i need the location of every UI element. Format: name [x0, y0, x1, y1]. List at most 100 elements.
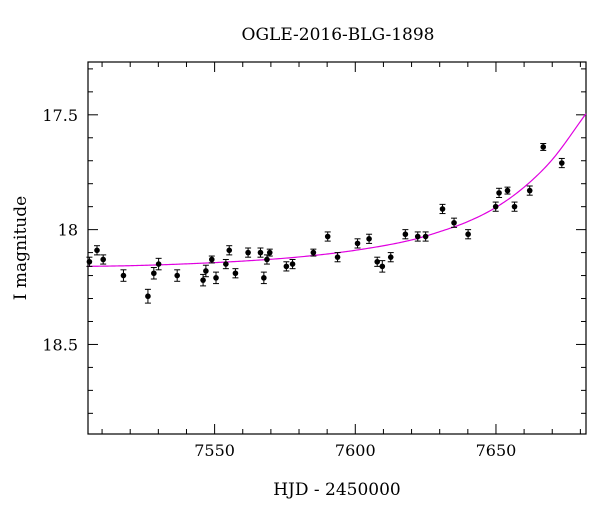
data-point-group: [511, 201, 518, 212]
y-axis-label: I magnitude: [11, 196, 31, 300]
data-point: [422, 233, 429, 240]
data-point-group: [540, 143, 547, 151]
data-point: [86, 258, 93, 265]
data-point: [174, 272, 180, 279]
data-point-group: [150, 267, 157, 280]
data-point-group: [100, 254, 107, 265]
data-point-group: [526, 185, 533, 196]
data-point: [402, 231, 409, 238]
data-point: [465, 231, 471, 238]
data-point-group: [283, 261, 290, 272]
data-point-group: [496, 187, 503, 198]
data-point-group: [414, 231, 421, 242]
data-point: [289, 261, 296, 267]
data-point: [94, 247, 100, 254]
data-point: [155, 261, 162, 267]
data-point: [354, 240, 361, 247]
data-point-group: [260, 271, 267, 285]
data-point: [526, 187, 533, 194]
data-point: [414, 233, 421, 240]
data-point: [213, 275, 219, 281]
data-point-group: [266, 248, 273, 257]
data-point-group: [334, 252, 341, 263]
data-point-group: [144, 288, 151, 304]
data-point: [100, 256, 106, 263]
data-points-layer: [86, 143, 565, 304]
data-point: [200, 277, 206, 283]
data-point: [283, 263, 290, 270]
x-tick-label: 7600: [335, 441, 376, 460]
data-point-group: [263, 254, 270, 265]
data-point: [511, 203, 518, 210]
data-point-group: [94, 245, 101, 256]
data-point-group: [310, 248, 317, 257]
model-curve: [87, 113, 587, 267]
data-point: [387, 254, 394, 260]
y-tick-label: 18: [58, 221, 78, 240]
data-point: [504, 187, 511, 194]
data-point-group: [213, 271, 220, 285]
data-point: [492, 203, 499, 210]
data-point: [266, 249, 273, 256]
data-point: [540, 144, 547, 150]
data-point: [245, 249, 251, 256]
data-point: [145, 293, 151, 300]
axis-ticks: 7550 7600 7650 17.5 18 18.5: [42, 62, 586, 460]
data-point: [261, 275, 267, 281]
chart-title: OGLE-2016-BLG-1898: [242, 25, 435, 45]
data-point-group: [366, 233, 373, 244]
data-point: [310, 249, 317, 256]
data-point-group: [504, 186, 511, 195]
data-point-group: [155, 257, 162, 271]
data-point-group: [379, 260, 386, 273]
data-point: [439, 206, 446, 212]
data-point: [232, 270, 239, 277]
data-point: [366, 236, 372, 242]
data-point-group: [257, 247, 264, 258]
data-point: [324, 233, 331, 240]
data-point: [374, 258, 381, 265]
plot-frame: [87, 61, 587, 435]
data-point: [264, 256, 270, 263]
y-tick-label: 17.5: [42, 106, 78, 125]
data-point: [379, 263, 386, 270]
data-point-group: [200, 273, 207, 287]
data-point-group: [451, 217, 458, 228]
x-tick-label: 7550: [194, 441, 235, 460]
data-point-group: [120, 269, 127, 282]
data-point-group: [174, 269, 181, 282]
data-point-group: [208, 255, 215, 264]
data-point: [208, 256, 215, 263]
data-point-group: [387, 252, 394, 263]
data-point-group: [558, 157, 565, 169]
data-point-group: [492, 201, 499, 212]
data-point-group: [465, 229, 472, 240]
data-point-group: [232, 268, 239, 279]
data-point-group: [226, 245, 233, 256]
data-point: [120, 272, 127, 279]
data-point-group: [289, 258, 296, 270]
data-point-group: [402, 229, 409, 240]
data-point-group: [354, 238, 361, 249]
y-tick-label: 18.5: [42, 335, 78, 354]
data-point: [496, 190, 502, 196]
data-point: [151, 270, 157, 277]
data-point: [559, 160, 565, 166]
data-point-group: [374, 256, 381, 267]
data-point-group: [324, 231, 331, 242]
data-point: [451, 219, 457, 226]
data-point-group: [86, 256, 93, 267]
data-point-group: [422, 231, 429, 242]
data-point: [203, 268, 209, 274]
model-curve-layer: [87, 113, 587, 267]
x-tick-label: 7650: [476, 441, 517, 460]
x-axis-label: HJD - 2450000: [273, 480, 401, 500]
data-point-group: [202, 264, 209, 278]
data-point-group: [439, 203, 446, 215]
data-point-group: [245, 247, 252, 258]
data-point: [223, 261, 229, 267]
data-point: [257, 249, 264, 256]
data-point-group: [222, 258, 229, 270]
data-point: [226, 247, 233, 254]
